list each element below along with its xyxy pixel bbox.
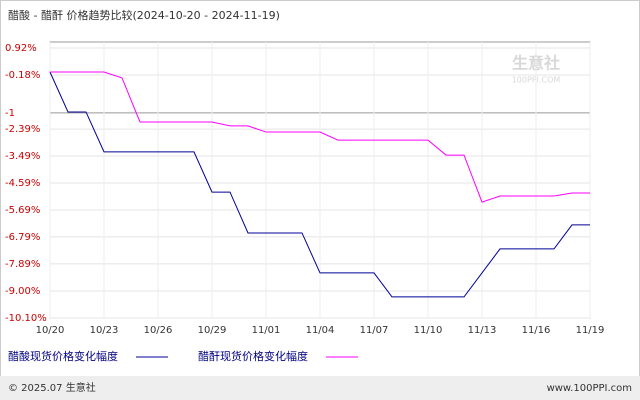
- x-tick-label: 11/13: [468, 325, 497, 336]
- x-tick-label: 11/01: [252, 325, 281, 336]
- y-tick-label: -7.89%: [5, 259, 40, 270]
- x-tick-label: 11/04: [306, 325, 335, 336]
- legend-label: 醋酸现货价格变化幅度: [8, 349, 118, 363]
- y-tick-label: -1: [5, 108, 15, 119]
- x-tick-label: 10/23: [90, 325, 119, 336]
- x-tick-label: 10/20: [36, 325, 65, 336]
- footer-left: © 2025.07 生意社: [8, 381, 96, 394]
- series-line: [49, 71, 590, 298]
- y-tick-label: -9.00%: [5, 286, 40, 297]
- x-tick-label: 11/07: [360, 325, 389, 336]
- x-tick-label: 11/19: [576, 325, 605, 336]
- x-tick-label: 10/29: [198, 325, 227, 336]
- footer-right: www.100PPI.com: [547, 383, 632, 394]
- y-tick-label: -5.69%: [5, 205, 40, 216]
- legend-label: 醋酐现货价格变化幅度: [198, 349, 308, 363]
- y-tick-label: -3.49%: [5, 151, 40, 162]
- x-tick-label: 11/10: [414, 325, 443, 336]
- chart-title: 醋酸 - 醋酐 价格趋势比较(2024-10-20 - 2024-11-19): [8, 8, 280, 22]
- footer-bar: [0, 376, 640, 400]
- y-tick-label: -4.59%: [5, 178, 40, 189]
- y-tick-label: -6.79%: [5, 232, 40, 243]
- x-tick-label: 10/26: [144, 325, 173, 336]
- y-tick-label: 0.92%: [5, 43, 37, 54]
- y-tick-label: -0.18%: [5, 70, 40, 81]
- x-tick-label: 11/16: [522, 325, 551, 336]
- series-line: [50, 71, 590, 203]
- y-tick-label: -2.39%: [5, 124, 40, 135]
- y-tick-label: -10.10%: [5, 313, 47, 324]
